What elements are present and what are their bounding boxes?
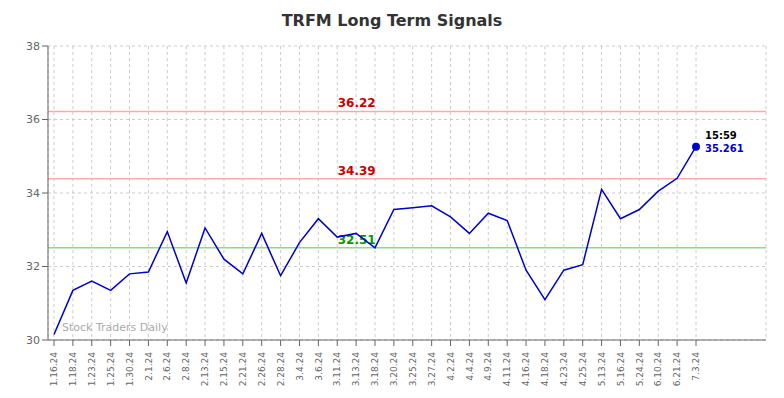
svg-text:36: 36: [26, 113, 40, 126]
svg-text:3.18.24: 3.18.24: [370, 352, 380, 387]
svg-text:5.13.24: 5.13.24: [597, 352, 607, 387]
svg-text:2.8.24: 2.8.24: [181, 352, 191, 381]
svg-text:2.15.24: 2.15.24: [219, 352, 229, 387]
svg-text:4.11.24: 4.11.24: [502, 352, 512, 387]
svg-text:1.23.24: 1.23.24: [87, 352, 97, 387]
svg-text:32: 32: [26, 260, 40, 273]
svg-text:4.9.24: 4.9.24: [483, 352, 493, 381]
svg-text:2.6.24: 2.6.24: [162, 352, 172, 381]
svg-text:4.4.24: 4.4.24: [465, 352, 475, 381]
svg-text:32.51: 32.51: [337, 232, 376, 247]
svg-text:5.24.24: 5.24.24: [635, 352, 645, 387]
svg-text:15:59: 15:59: [705, 130, 737, 141]
svg-text:3.20.24: 3.20.24: [389, 352, 399, 387]
svg-text:36.22: 36.22: [338, 96, 376, 110]
svg-text:4.25.24: 4.25.24: [578, 352, 588, 387]
svg-text:4.16.24: 4.16.24: [521, 352, 531, 387]
svg-text:7.3.24: 7.3.24: [691, 352, 701, 381]
svg-text:3.11.24: 3.11.24: [332, 352, 342, 387]
svg-text:34.39: 34.39: [338, 164, 376, 178]
svg-text:2.28.24: 2.28.24: [276, 352, 286, 387]
html-text:Stock Traders Daily: Stock Traders Daily: [62, 321, 168, 334]
svg-text:4.2.24: 4.2.24: [446, 352, 456, 381]
svg-text:1.25.24: 1.25.24: [106, 352, 116, 387]
svg-text:38: 38: [26, 40, 40, 53]
svg-text:35.261: 35.261: [705, 143, 744, 154]
svg-text:3.6.24: 3.6.24: [314, 352, 324, 381]
svg-text:2.13.24: 2.13.24: [200, 352, 210, 387]
svg-text:4.23.24: 4.23.24: [559, 352, 569, 387]
svg-text:30: 30: [26, 334, 40, 347]
svg-text:6.21.24: 6.21.24: [672, 352, 682, 387]
svg-text:2.26.24: 2.26.24: [257, 352, 267, 387]
svg-text:3.27.24: 3.27.24: [427, 352, 437, 387]
svg-text:34: 34: [26, 187, 40, 200]
svg-text:5.16.24: 5.16.24: [616, 352, 626, 387]
svg-text:4.18.24: 4.18.24: [540, 352, 550, 387]
svg-text:1.16.24: 1.16.24: [49, 352, 59, 387]
svg-text:3.4.24: 3.4.24: [295, 352, 305, 381]
svg-text:3.25.24: 3.25.24: [408, 352, 418, 387]
svg-text:3.13.24: 3.13.24: [351, 352, 361, 387]
svg-text:2.1.24: 2.1.24: [144, 352, 154, 381]
svg-text:1.18.24: 1.18.24: [68, 352, 78, 387]
svg-text:6.10.24: 6.10.24: [653, 352, 663, 387]
svg-text:1.30.24: 1.30.24: [125, 352, 135, 387]
html-text:TRFM Long Term Signals: TRFM Long Term Signals: [281, 11, 503, 30]
svg-text:2.21.24: 2.21.24: [238, 352, 248, 387]
